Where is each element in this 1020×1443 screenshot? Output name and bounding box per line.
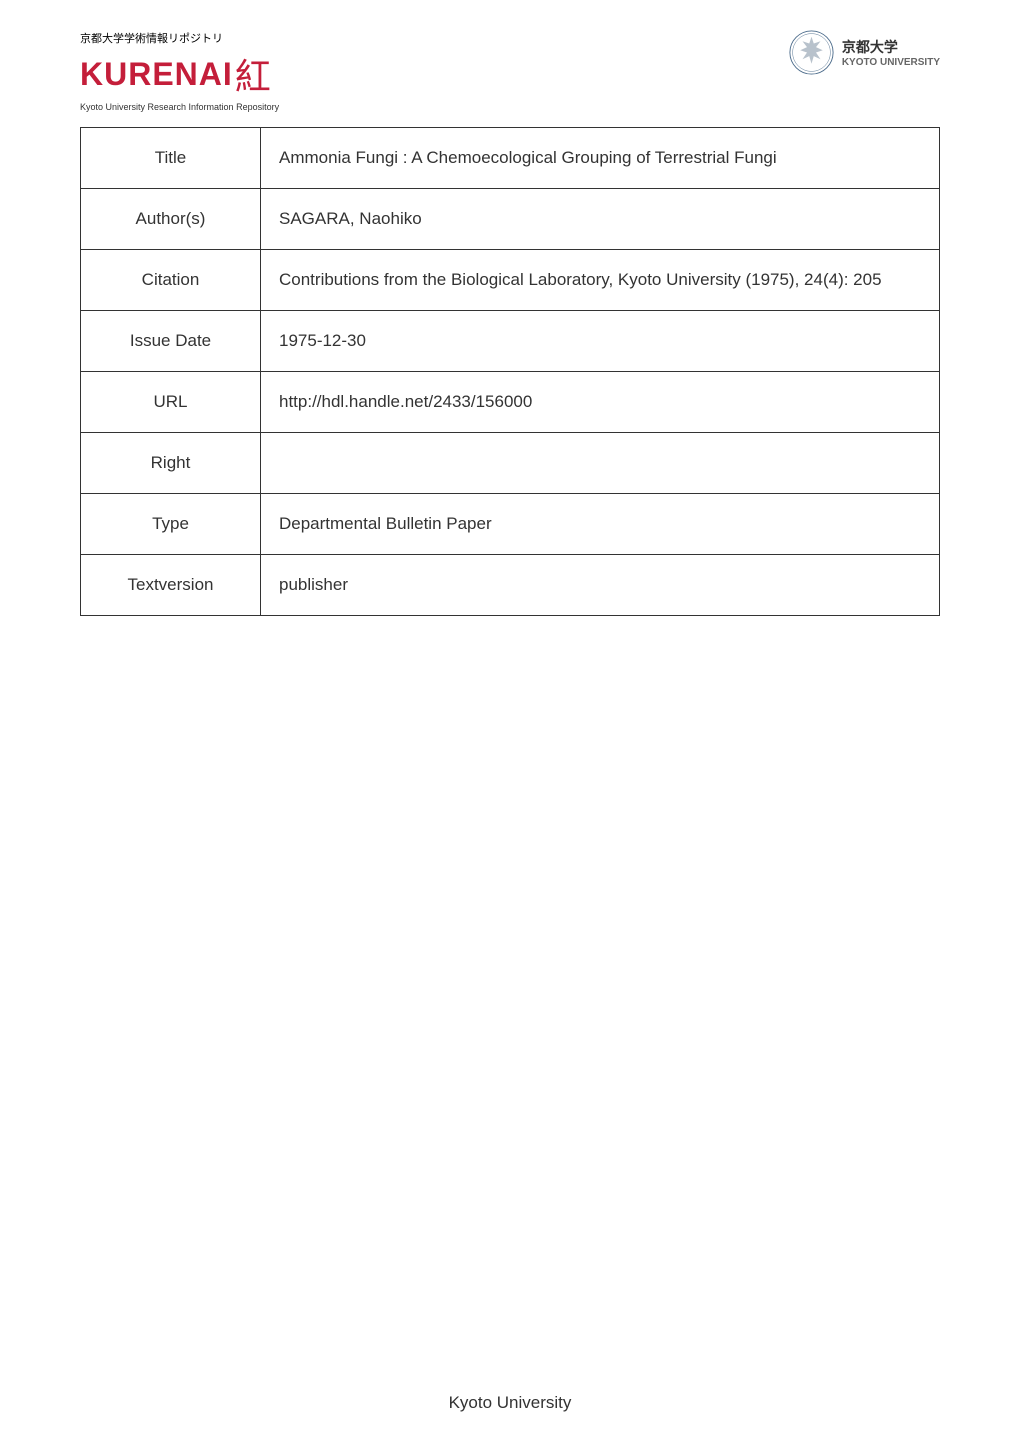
value-issue-date: 1975-12-30 [261, 311, 940, 372]
table-row: URL http://hdl.handle.net/2433/156000 [81, 372, 940, 433]
label-url: URL [81, 372, 261, 433]
table-row: Author(s) SAGARA, Naohiko [81, 189, 940, 250]
value-citation: Contributions from the Biological Labora… [261, 250, 940, 311]
table-row: Right [81, 433, 940, 494]
value-type: Departmental Bulletin Paper [261, 494, 940, 555]
value-right [261, 433, 940, 494]
kurenai-kanji: 紅 [235, 48, 271, 100]
value-url: http://hdl.handle.net/2433/156000 [261, 372, 940, 433]
university-logo: 京都大学 KYOTO UNIVERSITY [789, 30, 940, 75]
label-textversion: Textversion [81, 555, 261, 616]
university-name-jp: 京都大学 [842, 37, 940, 57]
kurenai-text: KURENAI [80, 56, 233, 93]
page-header: 京都大学学術情報リポジトリ KURENAI 紅 Kyoto University… [80, 30, 940, 112]
table-row: Citation Contributions from the Biologic… [81, 250, 940, 311]
university-text: 京都大学 KYOTO UNIVERSITY [842, 37, 940, 68]
university-seal-icon [789, 30, 834, 75]
metadata-table: Title Ammonia Fungi : A Chemoecological … [80, 127, 940, 616]
kurenai-logo: 京都大学学術情報リポジトリ KURENAI 紅 Kyoto University… [80, 30, 279, 112]
kurenai-main: KURENAI 紅 [80, 48, 279, 100]
value-title: Ammonia Fungi : A Chemoecological Groupi… [261, 128, 940, 189]
table-row: Issue Date 1975-12-30 [81, 311, 940, 372]
university-name-en: KYOTO UNIVERSITY [842, 57, 940, 68]
label-type: Type [81, 494, 261, 555]
table-row: Type Departmental Bulletin Paper [81, 494, 940, 555]
repository-name-en: Kyoto University Research Information Re… [80, 102, 279, 112]
label-authors: Author(s) [81, 189, 261, 250]
label-issue-date: Issue Date [81, 311, 261, 372]
value-authors: SAGARA, Naohiko [261, 189, 940, 250]
table-row: Textversion publisher [81, 555, 940, 616]
page-footer: Kyoto University [0, 1393, 1020, 1413]
repository-name-jp: 京都大学学術情報リポジトリ [80, 30, 279, 46]
value-textversion: publisher [261, 555, 940, 616]
label-citation: Citation [81, 250, 261, 311]
label-title: Title [81, 128, 261, 189]
label-right: Right [81, 433, 261, 494]
table-row: Title Ammonia Fungi : A Chemoecological … [81, 128, 940, 189]
